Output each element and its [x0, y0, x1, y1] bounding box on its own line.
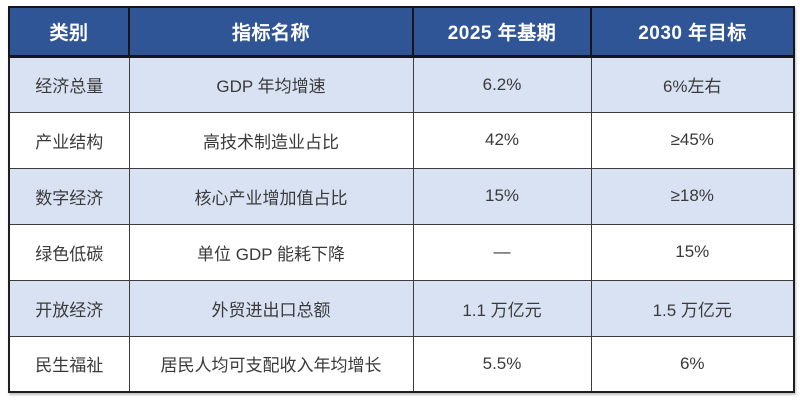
cell-category: 民生福祉: [8, 335, 130, 393]
header-cell-2030-target: 2030 年目标: [590, 6, 795, 58]
cell-indicator: 高技术制造业占比: [128, 111, 414, 169]
cell-base-value: —: [412, 223, 592, 281]
cell-base-value: 15%: [412, 167, 592, 225]
cell-category: 产业结构: [8, 111, 130, 169]
cell-target-value: ≥18%: [590, 167, 795, 225]
cell-target-value: 1.5 万亿元: [590, 279, 795, 337]
header-cell-category: 类别: [8, 6, 130, 58]
cell-base-value: 42%: [412, 111, 592, 169]
cell-category: 经济总量: [8, 55, 130, 113]
cell-target-value: 6%: [590, 335, 795, 393]
header-cell-2025-base: 2025 年基期: [412, 6, 592, 58]
table-row: 民生福祉 居民人均可支配收入年均增长 5.5% 6%: [8, 335, 795, 393]
cell-indicator: 外贸进出口总额: [128, 279, 414, 337]
cell-indicator: GDP 年均增速: [128, 55, 414, 113]
cell-base-value: 6.2%: [412, 55, 592, 113]
cell-category: 绿色低碳: [8, 223, 130, 281]
cell-category: 开放经济: [8, 279, 130, 337]
table-row: 绿色低碳 单位 GDP 能耗下降 — 15%: [8, 223, 795, 281]
table-row: 数字经济 核心产业增加值占比 15% ≥18%: [8, 167, 795, 225]
table-row: 开放经济 外贸进出口总额 1.1 万亿元 1.5 万亿元: [8, 279, 795, 337]
table-row: 经济总量 GDP 年均增速 6.2% 6%左右: [8, 55, 795, 113]
header-cell-indicator: 指标名称: [128, 6, 414, 58]
cell-indicator: 核心产业增加值占比: [128, 167, 414, 225]
cell-base-value: 5.5%: [412, 335, 592, 393]
cell-target-value: 15%: [590, 223, 795, 281]
table-header: 类别 指标名称 2025 年基期 2030 年目标: [8, 6, 795, 58]
cell-target-value: ≥45%: [590, 111, 795, 169]
table-row: 产业结构 高技术制造业占比 42% ≥45%: [8, 111, 795, 169]
cell-indicator: 单位 GDP 能耗下降: [128, 223, 414, 281]
header-row: 类别 指标名称 2025 年基期 2030 年目标: [8, 6, 795, 58]
indicator-table: 类别 指标名称 2025 年基期 2030 年目标 经济总量 GDP 年均增速 …: [8, 6, 795, 393]
cell-target-value: 6%左右: [590, 55, 795, 113]
table-body: 经济总量 GDP 年均增速 6.2% 6%左右 产业结构 高技术制造业占比 42…: [8, 55, 795, 393]
cell-base-value: 1.1 万亿元: [412, 279, 592, 337]
cell-category: 数字经济: [8, 167, 130, 225]
cell-indicator: 居民人均可支配收入年均增长: [128, 335, 414, 393]
